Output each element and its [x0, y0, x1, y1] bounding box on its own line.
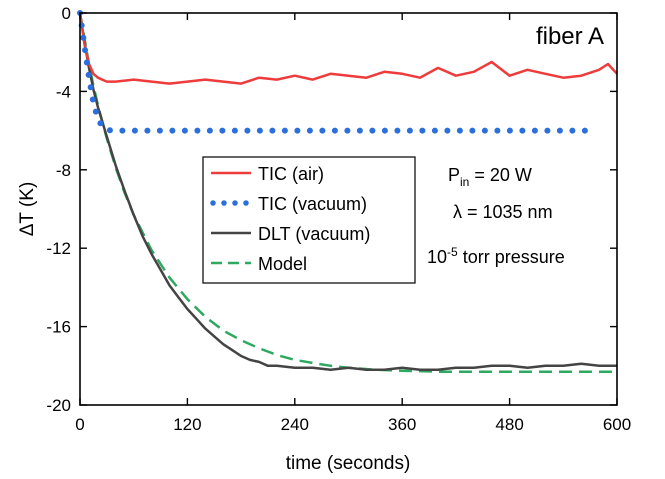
- y-tick-label-neg4: -4: [56, 82, 71, 101]
- series-line-dlt-vacuum: [78, 12, 617, 371]
- tick-layer: 0 120 240 360 480 600 0 -4 -8 -12 -16 -20: [46, 4, 631, 434]
- series-tic-vacuum: [77, 10, 594, 134]
- y-tick-label-neg20: -20: [46, 396, 71, 415]
- power-value: = 20 W: [469, 165, 532, 185]
- legend: TIC (air) TIC (vacuum) DLT (vacuum) Mode…: [202, 156, 416, 284]
- pressure-unit: torr pressure: [458, 247, 565, 267]
- power-subscript: in: [460, 175, 469, 189]
- x-tick-label-0: 0: [75, 415, 84, 434]
- x-tick-label-600: 600: [603, 415, 631, 434]
- x-tick-label-120: 120: [173, 415, 201, 434]
- power-annotation: Pin = 20 W: [448, 165, 532, 189]
- plot-frame: [79, 12, 618, 406]
- series-line-tic-vacuum: [77, 10, 594, 134]
- series-layer: [77, 10, 618, 373]
- x-tick-label-360: 360: [388, 415, 416, 434]
- pressure-annotation: 10-5 torr pressure: [427, 245, 565, 267]
- x-tick-label-480: 480: [495, 415, 523, 434]
- y-axis-title: ΔT (K): [17, 182, 38, 237]
- series-dlt-vacuum: [78, 12, 617, 371]
- legend-label-model: Model: [258, 254, 307, 274]
- legend-label-tic-air: TIC (air): [258, 164, 324, 184]
- x-tick-label-240: 240: [281, 415, 309, 434]
- y-tick-label-neg8: -8: [56, 161, 71, 180]
- pressure-base: 10: [427, 247, 447, 267]
- pressure-exponent: -5: [447, 245, 458, 259]
- x-axis-title: time (seconds): [286, 453, 411, 474]
- y-tick-label-0: 0: [62, 4, 71, 23]
- legend-label-dlt-vacuum: DLT (vacuum): [258, 224, 370, 244]
- y-tick-label-neg16: -16: [46, 318, 71, 337]
- y-tick-label-neg12: -12: [46, 239, 71, 258]
- series-line-tic-air: [78, 12, 618, 85]
- series-tic-air: [78, 12, 618, 85]
- legend-label-tic-vacuum: TIC (vacuum): [258, 194, 367, 214]
- power-prefix: P: [448, 165, 460, 185]
- wavelength-annotation: λ = 1035 nm: [453, 202, 553, 222]
- panel-label: fiber A: [536, 23, 604, 50]
